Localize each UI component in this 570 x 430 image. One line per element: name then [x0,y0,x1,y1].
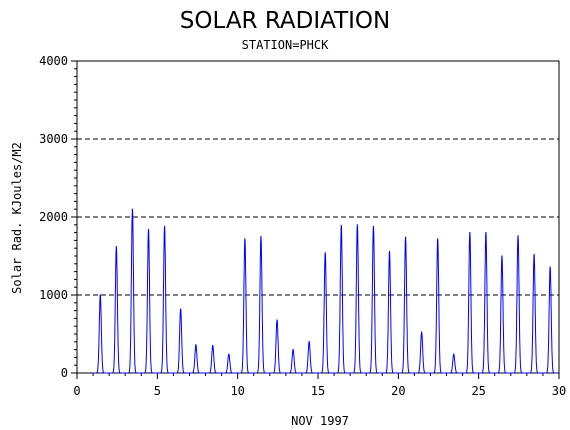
data-point [549,266,551,268]
data-point [180,308,182,310]
data-point [517,235,519,237]
data-point [131,208,134,210]
x-tick-label: 5 [154,384,161,398]
x-tick-label: 30 [552,384,566,398]
data-point [147,228,150,231]
x-axis-label: NOV 1997 [291,414,349,428]
data-point [453,353,455,355]
data-point [99,294,101,296]
data-point [501,255,503,257]
data-point [308,341,310,343]
data-point [533,253,535,256]
data-point [485,232,487,234]
data-point [276,319,278,321]
data-point [356,224,358,226]
data-point [388,250,391,252]
data-point [469,232,471,234]
data-point [163,225,166,227]
x-tick-label: 0 [73,384,80,398]
y-tick-label: 2000 [39,210,68,224]
data-point [115,246,117,248]
data-point [404,236,407,238]
data-point [244,238,246,240]
data-point [340,224,342,227]
plot-area: 0 1000 2000 3000 4000 0 5 10 15 20 25 30 [39,54,566,398]
chart-subtitle: STATION=PHCK [242,38,329,52]
y-tick-label: 0 [61,366,68,380]
data-point [421,331,423,334]
y-tick-label: 3000 [39,132,68,146]
y-axis-label: Solar Rad. KJoules/M2 [10,142,24,294]
data-point [228,353,230,355]
data-point [372,225,375,227]
x-tick-label: 25 [471,384,485,398]
data-point [324,252,326,254]
y-tick-label: 4000 [39,54,68,68]
x-tick-label: 15 [311,384,325,398]
chart-title: SOLAR RADIATION [180,8,390,34]
data-point [212,345,214,347]
data-point [260,235,262,238]
data-point [195,344,197,346]
x-tick-label: 20 [391,384,405,398]
y-tick-label: 1000 [39,288,68,302]
data-point [437,238,439,240]
series-line [93,209,558,374]
x-tick-label: 10 [230,384,244,398]
data-point [292,349,294,351]
